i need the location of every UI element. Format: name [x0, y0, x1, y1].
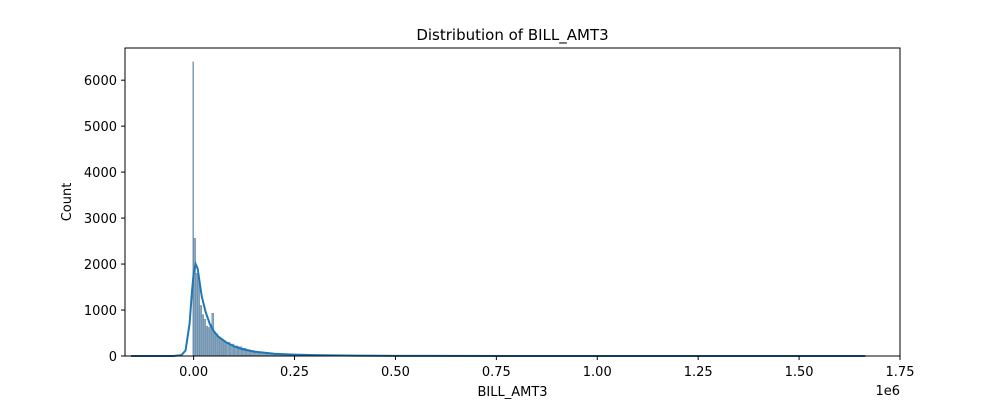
y-tick-label: 3000 — [84, 212, 117, 227]
x-tick-label: 0.75 — [482, 365, 511, 380]
x-tick-label: 0.00 — [179, 365, 208, 380]
x-tick-label: 1.25 — [684, 365, 713, 380]
x-tick-label: 0.50 — [381, 365, 410, 380]
histogram-bar — [222, 339, 224, 356]
y-tick-label: 4000 — [84, 166, 117, 181]
x-axis-label: BILL_AMT3 — [477, 385, 547, 400]
y-tick-label: 1000 — [84, 304, 117, 319]
y-tick-label: 6000 — [84, 74, 117, 89]
histogram-bar — [210, 325, 212, 356]
x-tick-label: 1.75 — [886, 365, 915, 380]
histogram-bar — [208, 327, 210, 356]
histogram-bar — [204, 319, 206, 356]
x-axis-ticks: 0.00 0.25 0.50 0.75 1.00 1.25 1.50 1.75 — [179, 356, 914, 380]
histogram-bars — [193, 62, 335, 356]
x-axis-offset-text: 1e6 — [875, 384, 900, 399]
histogram-bar — [220, 339, 222, 356]
histogram-bar — [218, 337, 220, 356]
histogram-bar — [196, 273, 198, 356]
histogram-bar — [194, 238, 196, 356]
x-tick-label: 1.00 — [583, 365, 612, 380]
chart-title: Distribution of BILL_AMT3 — [416, 26, 608, 45]
plot-area-frame — [125, 48, 900, 356]
y-tick-label: 2000 — [84, 258, 117, 273]
y-axis-label: Count — [60, 183, 75, 222]
y-axis-ticks: 0 1000 2000 3000 4000 5000 6000 — [84, 74, 125, 365]
x-tick-label: 0.25 — [280, 365, 309, 380]
y-tick-label: 0 — [109, 350, 117, 365]
x-tick-label: 1.50 — [785, 365, 814, 380]
histogram-bar — [212, 313, 214, 356]
histogram-bar — [200, 305, 202, 356]
kde-curve — [131, 264, 865, 356]
histogram-bar — [206, 326, 208, 356]
histogram-bar — [202, 315, 204, 356]
histogram-bar — [198, 278, 200, 356]
y-tick-label: 5000 — [84, 120, 117, 135]
histogram-bar — [214, 332, 216, 356]
